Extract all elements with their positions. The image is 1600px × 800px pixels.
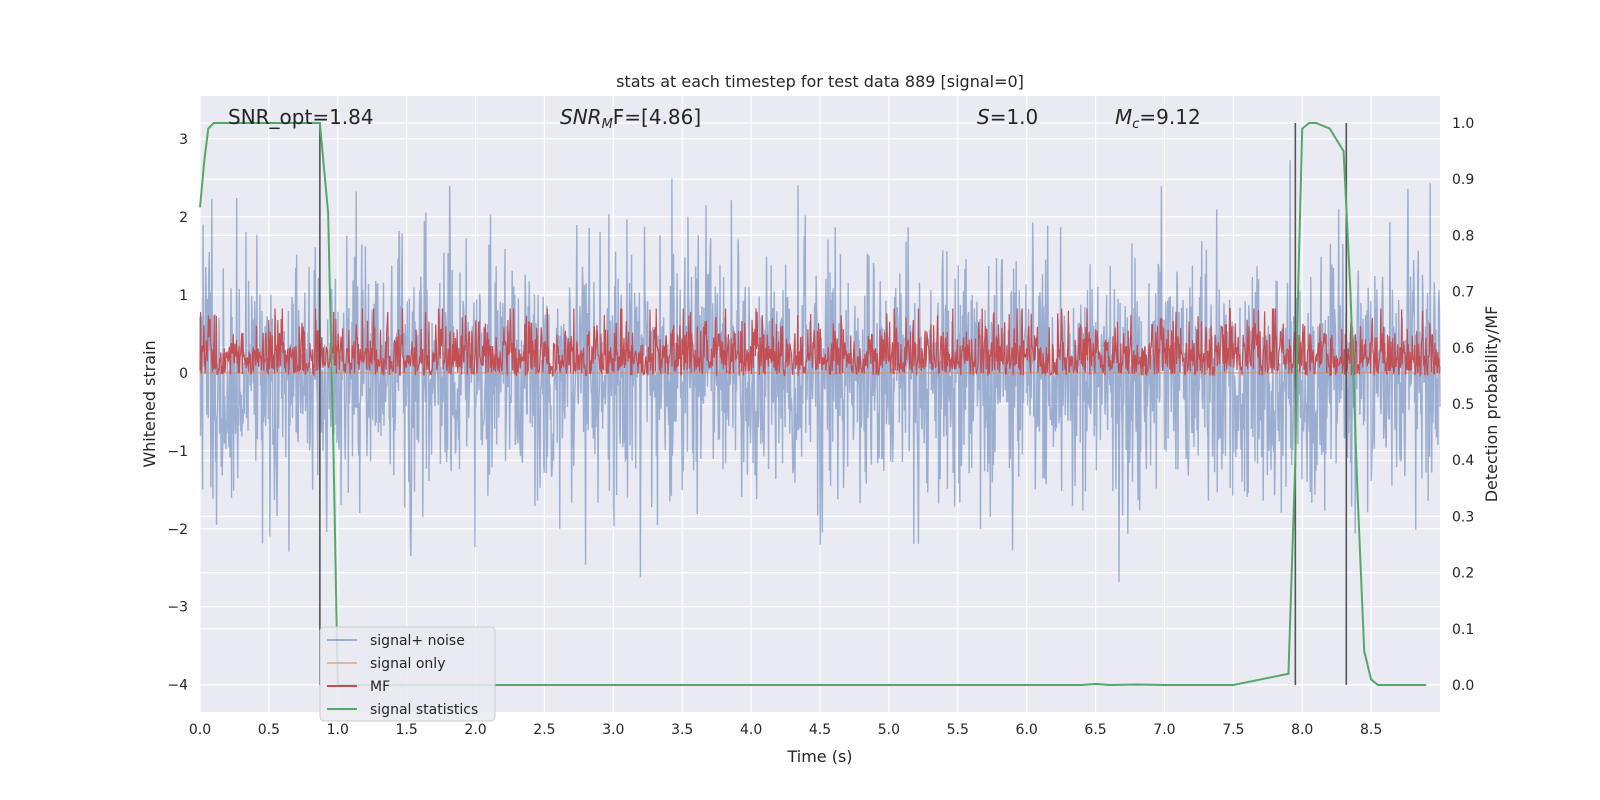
y-axis-label: Whitened strain xyxy=(140,340,159,467)
legend-label-mf: MF xyxy=(370,679,390,695)
x-tick-label: 5.5 xyxy=(947,722,969,738)
y2-tick-label: 0.6 xyxy=(1452,341,1474,357)
y-tick-label: −3 xyxy=(167,600,188,616)
y-tick-label: −1 xyxy=(167,444,188,460)
x-tick-label: 4.5 xyxy=(809,722,831,738)
series-signal-statistics xyxy=(199,121,1427,687)
annotation-snr-mf-main: SNR xyxy=(560,105,602,129)
y2-tick-label: 0.9 xyxy=(1452,172,1474,188)
y-tick-label: 2 xyxy=(179,210,188,226)
x-tick-label: 0.0 xyxy=(189,722,211,738)
y2-tick-labels: 1.0 0.9 0.8 0.7 0.6 0.5 0.4 0.3 0.2 0.1 0.0 xyxy=(1452,116,1474,694)
y-tick-label: −2 xyxy=(167,522,188,538)
legend-label-signal-only: signal only xyxy=(370,656,445,672)
x-tick-label: 0.5 xyxy=(258,722,280,738)
x-tick-label: 3.0 xyxy=(602,722,624,738)
x-tick-label: 1.5 xyxy=(396,722,418,738)
y-tick-label: −4 xyxy=(167,678,188,694)
y-tick-label: 3 xyxy=(179,132,188,148)
x-tick-label: 8.5 xyxy=(1360,722,1382,738)
legend: signal+ noise signal only MF signal stat… xyxy=(319,626,496,722)
chart-title: stats at each timestep for test data 889… xyxy=(616,72,1024,91)
x-tick-label: 2.5 xyxy=(533,722,555,738)
x-tick-label: 1.0 xyxy=(327,722,349,738)
y2-tick-label: 1.0 xyxy=(1452,116,1474,132)
y2-tick-label: 0.7 xyxy=(1452,285,1474,301)
series-line-signal-statistics xyxy=(199,121,1427,687)
legend-box xyxy=(319,626,496,722)
y2-axis-label: Detection probability/MF xyxy=(1482,306,1501,503)
y2-tick-label: 0.5 xyxy=(1452,397,1474,413)
y2-tick-label: 0.2 xyxy=(1452,566,1474,582)
annotation-mc-sub: c xyxy=(1132,117,1139,132)
x-axis-label: Time (s) xyxy=(786,747,852,766)
annotation-snr-mf: SNRMF=[4.86] xyxy=(560,105,701,132)
annotation-s: S=1.0 xyxy=(977,105,1038,129)
x-tick-label: 6.0 xyxy=(1016,722,1038,738)
x-tick-label: 6.5 xyxy=(1084,722,1106,738)
annotation-s-rest: =1.0 xyxy=(990,105,1039,129)
series-line-mf xyxy=(199,307,1441,378)
y-tick-label: 1 xyxy=(179,288,188,304)
y2-tick-label: 0.8 xyxy=(1452,228,1474,244)
x-tick-label: 4.0 xyxy=(740,722,762,738)
annotation-s-main: S xyxy=(977,105,990,129)
annotation-mc-rest: =9.12 xyxy=(1139,105,1200,129)
annotation-mc: Mc=9.12 xyxy=(1115,105,1201,132)
annotation-snr-mf-rest: F=[4.86] xyxy=(613,105,701,129)
x-tick-labels: 0.0 0.5 1.0 1.5 2.0 2.5 3.0 3.5 4.0 4.5 5.0 5.5 6.0 6… xyxy=(189,722,1382,738)
annotation-snr-mf-sub: M xyxy=(602,117,613,132)
x-tick-label: 8.0 xyxy=(1291,722,1313,738)
annotation-snr-opt: SNR_opt=1.84 xyxy=(228,105,374,129)
x-tick-label: 2.0 xyxy=(464,722,486,738)
legend-label-signal-noise: signal+ noise xyxy=(370,633,465,649)
y-tick-label: 0 xyxy=(179,366,188,382)
y2-tick-label: 0.0 xyxy=(1452,678,1474,694)
y2-tick-label: 0.3 xyxy=(1452,509,1474,525)
x-tick-label: 3.5 xyxy=(671,722,693,738)
annotation-mc-main: M xyxy=(1115,105,1132,129)
y-tick-labels: 3 2 1 0 −1 −2 −3 −4 xyxy=(167,132,188,694)
series-mf xyxy=(199,307,1441,378)
legend-label-signal-statistics: signal statistics xyxy=(370,702,478,718)
y2-tick-label: 0.4 xyxy=(1452,453,1474,469)
x-tick-label: 5.0 xyxy=(878,722,900,738)
y2-tick-label: 0.1 xyxy=(1452,622,1474,638)
x-tick-label: 7.5 xyxy=(1222,722,1244,738)
x-tick-label: 7.0 xyxy=(1153,722,1175,738)
